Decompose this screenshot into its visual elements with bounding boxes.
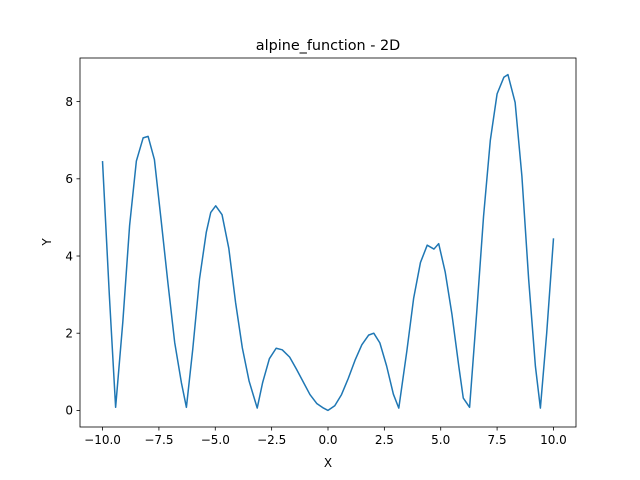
y-axis-ticks: 0 2 4 6 8 bbox=[65, 95, 80, 418]
x-tick-label: 10.0 bbox=[540, 433, 567, 447]
y-tick-label: 8 bbox=[65, 95, 73, 109]
x-tick-label: 5.0 bbox=[431, 433, 450, 447]
y-tick-label: 4 bbox=[65, 249, 73, 263]
x-tick-label: 0.0 bbox=[318, 433, 337, 447]
y-tick-label: 2 bbox=[65, 327, 73, 341]
x-tick-label: −7.5 bbox=[144, 433, 173, 447]
x-tick-label: 2.5 bbox=[375, 433, 394, 447]
axes-frame bbox=[79, 57, 577, 428]
y-axis-label: Y bbox=[40, 238, 54, 247]
x-tick-label: −2.5 bbox=[257, 433, 286, 447]
series-line bbox=[101, 73, 555, 412]
chart-title: alpine_function - 2D bbox=[256, 38, 400, 54]
x-tick-label: −10.0 bbox=[84, 433, 121, 447]
x-tick-label: 7.5 bbox=[488, 433, 507, 447]
plot-area bbox=[101, 73, 555, 412]
y-tick-label: 6 bbox=[65, 172, 73, 186]
x-axis-ticks: −10.0 −7.5 −5.0 −2.5 0.0 2.5 5.0 7.5 10.0 bbox=[84, 427, 567, 447]
x-tick-label: −5.0 bbox=[201, 433, 230, 447]
y-tick-label: 0 bbox=[65, 404, 73, 418]
x-axis-label: X bbox=[324, 456, 332, 470]
